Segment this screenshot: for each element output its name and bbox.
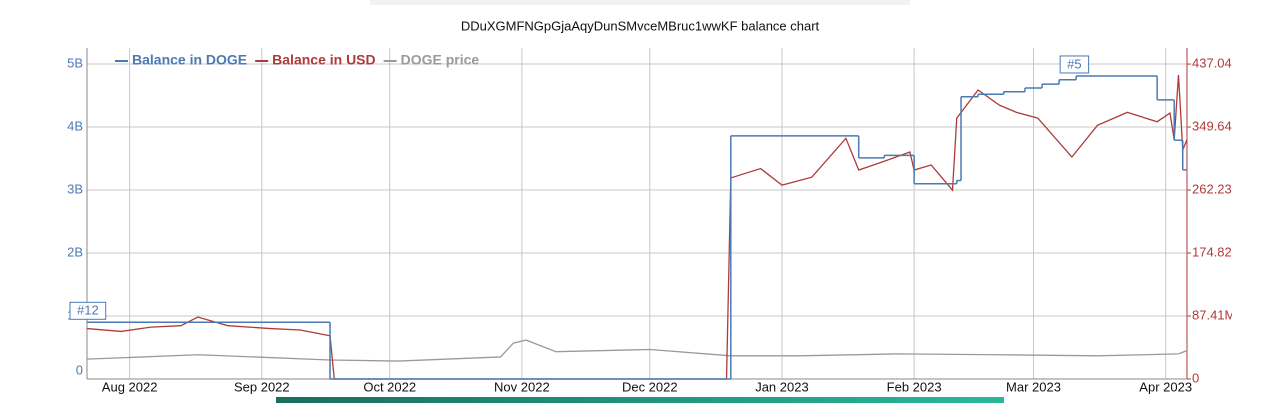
- legend-label[interactable]: Balance in USD: [272, 52, 375, 68]
- y2-tick-label: 0: [1192, 370, 1199, 385]
- y2-tick-label: 87.41M: [1192, 307, 1235, 322]
- x-tick-label: Aug 2022: [102, 379, 158, 394]
- y2-tick-label: 174.82M: [1192, 244, 1243, 259]
- x-tick-label: Dec 2022: [622, 379, 678, 394]
- y-tick-label: 3B: [67, 181, 83, 196]
- series-line: [87, 339, 1188, 362]
- series-line: [87, 74, 1188, 380]
- y2-tick-label: 437.04M: [1192, 55, 1243, 70]
- legend-label[interactable]: DOGE price: [401, 52, 480, 68]
- y-tick-label: 5B: [67, 55, 83, 70]
- x-tick-label: Nov 2022: [494, 379, 550, 394]
- top-scroll: [370, 0, 910, 5]
- legend-label[interactable]: Balance in DOGE: [132, 52, 247, 68]
- x-tick-label: Oct 2022: [363, 379, 416, 394]
- annotation: #5: [1059, 55, 1090, 74]
- x-tick-label: Jan 2023: [755, 379, 809, 394]
- y-tick-label: 4B: [67, 118, 83, 133]
- x-tick-label: Apr 2023: [1139, 379, 1192, 394]
- annotation-box: [69, 301, 107, 320]
- annotation-label: #12: [77, 303, 99, 318]
- x-tick-label: Feb 2023: [887, 379, 942, 394]
- step-riser: [329, 75, 1184, 379]
- x-tick-label: Mar 2023: [1006, 379, 1061, 394]
- y2-tick-label: 349.64M: [1192, 118, 1243, 133]
- y2-tick-label: 262.23M: [1192, 181, 1243, 196]
- x-tick-label: Sep 2022: [234, 379, 290, 394]
- annotation-box: [1059, 55, 1090, 74]
- y-tick-label: 2B: [67, 244, 83, 259]
- navigator-bar[interactable]: [276, 397, 1004, 403]
- chart-title: DDuXGMFNGpGjaAqyDunSMvceMBruc1wwKF balan…: [461, 18, 820, 33]
- y-tick-label: 0: [76, 362, 83, 377]
- annotation-label: #5: [1067, 56, 1081, 71]
- annotation: #12: [69, 301, 107, 320]
